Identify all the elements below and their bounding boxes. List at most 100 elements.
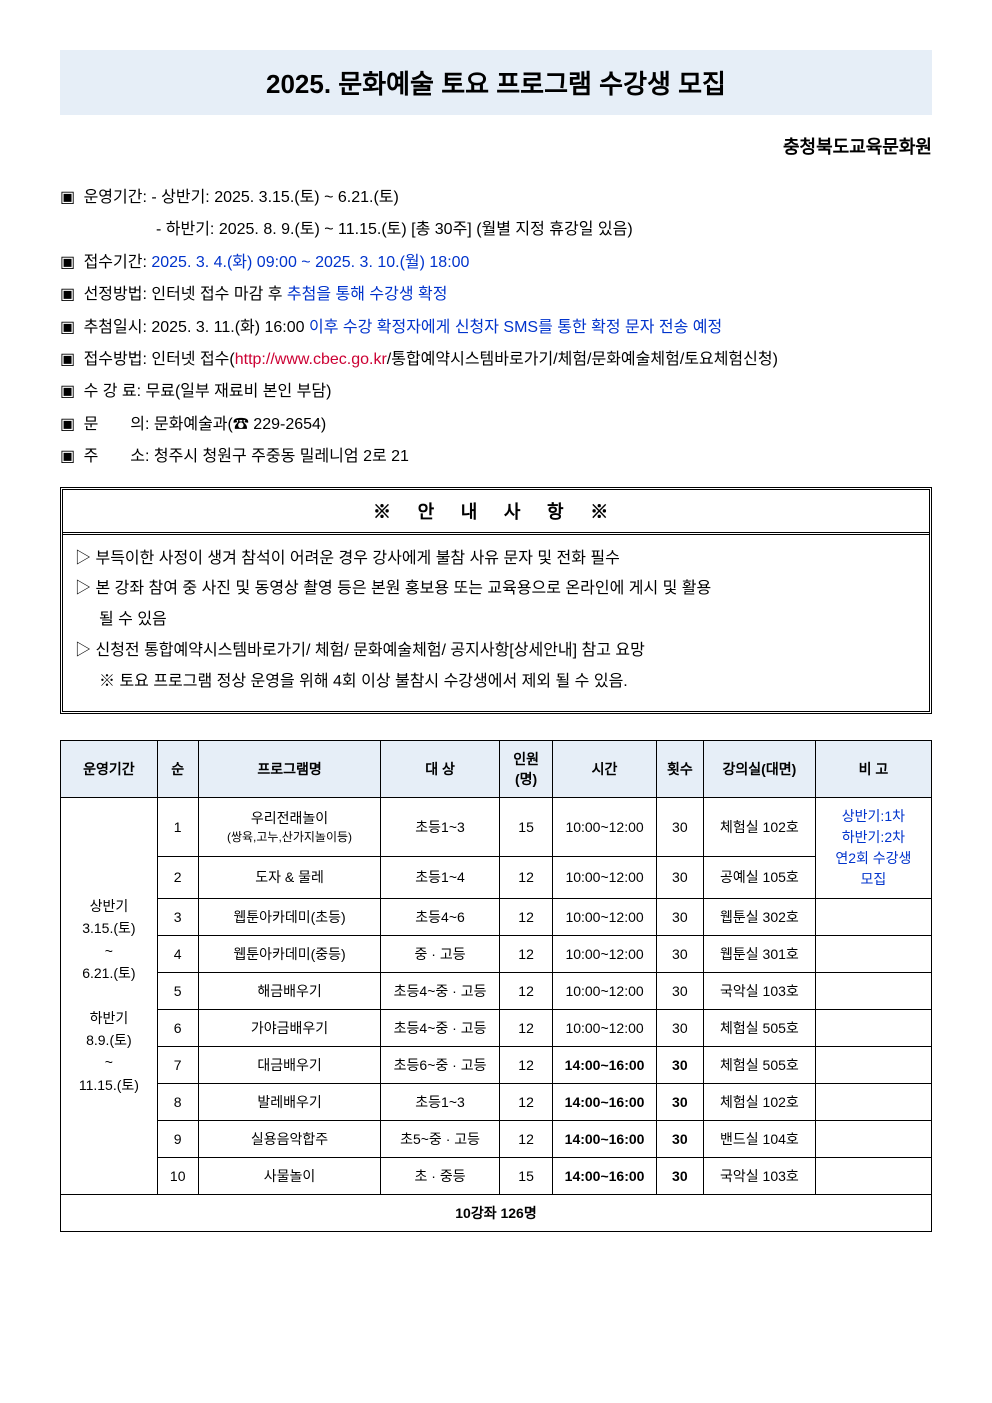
table-row: 2도자 & 물레초등1~41210:00~12:0030공예실 105호 bbox=[61, 857, 932, 898]
cell-time: 10:00~12:00 bbox=[553, 797, 656, 857]
cell-target: 초등1~4 bbox=[381, 857, 499, 898]
cell-num: 6 bbox=[157, 1009, 198, 1046]
cell-num: 10 bbox=[157, 1157, 198, 1194]
cell-cap: 15 bbox=[499, 797, 553, 857]
cell-name: 웹툰아카데미(중등) bbox=[198, 935, 381, 972]
info-draw-blue: 이후 수강 확정자에게 신청자 SMS를 통한 확정 문자 전송 예정 bbox=[309, 319, 722, 336]
info-draw-pre: 2025. 3. 11.(화) 16:00 bbox=[151, 319, 309, 336]
cell-target: 초등4~6 bbox=[381, 898, 499, 935]
notice-text-2a: 본 강좌 참여 중 사진 및 동영상 촬영 등은 본원 홍보용 또는 교육용으로… bbox=[95, 580, 711, 597]
cell-cap: 12 bbox=[499, 935, 553, 972]
cell-num: 5 bbox=[157, 972, 198, 1009]
cell-target: 중 · 고등 bbox=[381, 935, 499, 972]
cell-name: 발레배우기 bbox=[198, 1083, 381, 1120]
info-select-pre: 인터넷 접수 마감 후 bbox=[151, 286, 287, 303]
cell-count: 30 bbox=[656, 898, 703, 935]
th-time: 시간 bbox=[553, 740, 656, 797]
info-select-label: 선정방법: bbox=[84, 286, 147, 303]
programs-table: 운영기간 순 프로그램명 대 상 인원 (명) 시간 횟수 강의실(대면) 비 … bbox=[60, 740, 932, 1232]
table-row: 9실용음악합주초5~중 · 고등1214:00~16:0030밴드실 104호 bbox=[61, 1120, 932, 1157]
cell-target: 초등1~3 bbox=[381, 797, 499, 857]
page-subtitle: 충청북도교육문화원 bbox=[60, 133, 932, 159]
info-method-label: 접수방법: bbox=[84, 351, 147, 368]
cell-room: 공예실 105호 bbox=[703, 857, 815, 898]
info-inquiry-value: 문화예술과(☎ 229-2654) bbox=[154, 416, 326, 433]
notice-text-1: 부득이한 사정이 생겨 참석이 어려운 경우 강사에게 불참 사유 문자 및 전… bbox=[95, 550, 619, 567]
cell-room: 국악실 103호 bbox=[703, 1157, 815, 1194]
cell-name: 실용음악합주 bbox=[198, 1120, 381, 1157]
cell-time: 10:00~12:00 bbox=[553, 972, 656, 1009]
bullet-icon: ▣ bbox=[60, 377, 75, 407]
th-room: 강의실(대면) bbox=[703, 740, 815, 797]
note-cell-empty bbox=[815, 898, 931, 935]
cell-count: 30 bbox=[656, 797, 703, 857]
th-cap: 인원 (명) bbox=[499, 740, 553, 797]
info-period-1-prefix: - 상반기: bbox=[151, 189, 214, 206]
cell-name: 웹툰아카데미(초등) bbox=[198, 898, 381, 935]
th-period: 운영기간 bbox=[61, 740, 158, 797]
cell-count: 30 bbox=[656, 857, 703, 898]
cell-name: 도자 & 물레 bbox=[198, 857, 381, 898]
cell-count: 30 bbox=[656, 1009, 703, 1046]
cell-target: 초등4~중 · 고등 bbox=[381, 972, 499, 1009]
cell-target: 초등1~3 bbox=[381, 1083, 499, 1120]
note-cell-empty bbox=[815, 1120, 931, 1157]
cell-num: 4 bbox=[157, 935, 198, 972]
period-cell: 상반기 3.15.(토) ~ 6.21.(토) 하반기 8.9.(토) ~ 11… bbox=[61, 797, 158, 1194]
notice-line-2a: ▷ 본 강좌 참여 중 사진 및 동영상 촬영 등은 본원 홍보용 또는 교육용… bbox=[75, 575, 917, 604]
cell-name: 대금배우기 bbox=[198, 1046, 381, 1083]
note-cell-empty bbox=[815, 935, 931, 972]
info-method-link[interactable]: http://www.cbec.go.kr bbox=[235, 351, 387, 368]
cell-num: 7 bbox=[157, 1046, 198, 1083]
bullet-icon: ▣ bbox=[60, 442, 75, 472]
info-period-2: - 하반기: 2025. 8. 9.(토) ~ 11.15.(토) [총 30주… bbox=[156, 215, 932, 245]
table-row: 7대금배우기초등6~중 · 고등1214:00~16:0030체험실 505호 bbox=[61, 1046, 932, 1083]
bullet-icon: ▣ bbox=[60, 248, 75, 278]
th-count: 횟수 bbox=[656, 740, 703, 797]
table-row: 3웹툰아카데미(초등)초등4~61210:00~12:0030웹툰실 302호 bbox=[61, 898, 932, 935]
info-inquiry-label: 문 의: bbox=[84, 416, 150, 433]
cell-name-sub: (쌍육,고누,산가지놀이등) bbox=[203, 828, 377, 845]
note-cell-empty bbox=[815, 972, 931, 1009]
cell-room: 체험실 505호 bbox=[703, 1046, 815, 1083]
cell-room: 국악실 103호 bbox=[703, 972, 815, 1009]
cell-time: 10:00~12:00 bbox=[553, 898, 656, 935]
notice-text-3: 신청전 통합예약시스템바로가기/ 체험/ 문화예술체험/ 공지사항[상세안내] … bbox=[95, 642, 644, 659]
document-page: 2025. 문화예술 토요 프로그램 수강생 모집 충청북도교육문화원 ▣ 운영… bbox=[0, 0, 992, 1282]
cell-time: 14:00~16:00 bbox=[553, 1120, 656, 1157]
cell-count: 30 bbox=[656, 1120, 703, 1157]
table-row: 4웹툰아카데미(중등)중 · 고등1210:00~12:0030웹툰실 301호 bbox=[61, 935, 932, 972]
bullet-icon: ▣ bbox=[60, 345, 75, 375]
cell-num: 8 bbox=[157, 1083, 198, 1120]
info-period-1: ▣ 운영기간: - 상반기: 2025. 3.15.(토) ~ 6.21.(토) bbox=[60, 183, 932, 213]
info-inquiry: ▣ 문 의: 문화예술과(☎ 229-2654) bbox=[60, 410, 932, 440]
table-header-row: 운영기간 순 프로그램명 대 상 인원 (명) 시간 횟수 강의실(대면) 비 … bbox=[61, 740, 932, 797]
th-note: 비 고 bbox=[815, 740, 931, 797]
cell-room: 밴드실 104호 bbox=[703, 1120, 815, 1157]
cell-room: 체험실 102호 bbox=[703, 797, 815, 857]
cell-time: 10:00~12:00 bbox=[553, 857, 656, 898]
cell-room: 웹툰실 302호 bbox=[703, 898, 815, 935]
cell-count: 30 bbox=[656, 1046, 703, 1083]
cell-time: 10:00~12:00 bbox=[553, 935, 656, 972]
bullet-icon: ▣ bbox=[60, 183, 75, 213]
notice-text-4: ※ 토요 프로그램 정상 운영을 위해 4회 이상 불참시 수강생에서 제외 될… bbox=[99, 673, 628, 690]
th-target: 대 상 bbox=[381, 740, 499, 797]
info-draw: ▣ 추첨일시: 2025. 3. 11.(화) 16:00 이후 수강 확정자에… bbox=[60, 313, 932, 343]
cell-num: 9 bbox=[157, 1120, 198, 1157]
info-method-pre: 인터넷 접수( bbox=[151, 351, 234, 368]
info-fee: ▣ 수 강 료: 무료(일부 재료비 본인 부담) bbox=[60, 377, 932, 407]
info-apply-value: 2025. 3. 4.(화) 09:00 ~ 2025. 3. 10.(월) 1… bbox=[151, 254, 469, 271]
cell-room: 웹툰실 301호 bbox=[703, 935, 815, 972]
cell-name: 가야금배우기 bbox=[198, 1009, 381, 1046]
cell-cap: 12 bbox=[499, 1120, 553, 1157]
note-cell-empty bbox=[815, 1157, 931, 1194]
page-title: 2025. 문화예술 토요 프로그램 수강생 모집 bbox=[60, 50, 932, 115]
info-select-blue: 추첨을 통해 수강생 확정 bbox=[287, 286, 448, 303]
cell-target: 초5~중 · 고등 bbox=[381, 1120, 499, 1157]
info-method-post: /통합예약시스템바로가기/체험/문화예술체험/토요체험신청) bbox=[387, 351, 778, 368]
notice-header: ※ 안 내 사 항 ※ bbox=[63, 490, 929, 535]
cell-time: 14:00~16:00 bbox=[553, 1046, 656, 1083]
cell-cap: 12 bbox=[499, 1009, 553, 1046]
cell-cap: 12 bbox=[499, 898, 553, 935]
